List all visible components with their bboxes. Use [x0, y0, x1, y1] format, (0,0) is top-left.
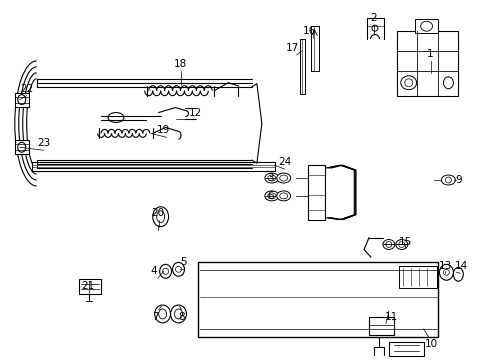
Text: 11: 11 — [385, 312, 398, 322]
Bar — [368, 317, 393, 335]
Ellipse shape — [18, 142, 26, 152]
Text: 22: 22 — [20, 84, 33, 94]
Ellipse shape — [160, 264, 171, 278]
Bar — [15, 93, 29, 107]
Bar — [307, 165, 325, 220]
Text: 5: 5 — [180, 257, 186, 267]
Text: 4: 4 — [150, 266, 157, 276]
Ellipse shape — [154, 305, 170, 323]
Text: 10: 10 — [424, 339, 437, 349]
Ellipse shape — [264, 173, 278, 183]
Ellipse shape — [267, 175, 275, 181]
Text: 6: 6 — [267, 191, 274, 201]
Text: 20: 20 — [151, 208, 164, 218]
Text: 8: 8 — [178, 312, 184, 322]
Bar — [79, 279, 101, 294]
Text: 1: 1 — [427, 49, 433, 59]
Text: 21: 21 — [81, 281, 95, 291]
Ellipse shape — [156, 211, 164, 223]
Text: 23: 23 — [37, 138, 50, 148]
Bar — [398, 266, 436, 288]
Bar — [414, 19, 438, 33]
Ellipse shape — [439, 264, 452, 280]
Bar — [198, 262, 438, 337]
Bar — [396, 31, 457, 96]
Ellipse shape — [158, 309, 166, 319]
Ellipse shape — [382, 239, 394, 249]
Text: 2: 2 — [370, 13, 377, 23]
Ellipse shape — [264, 191, 278, 201]
Text: 16: 16 — [302, 26, 315, 36]
Ellipse shape — [172, 262, 184, 276]
Bar — [32, 162, 274, 171]
Ellipse shape — [420, 21, 432, 31]
Text: 15: 15 — [398, 237, 411, 247]
Ellipse shape — [267, 193, 275, 199]
Ellipse shape — [398, 242, 404, 247]
Text: 17: 17 — [285, 43, 299, 53]
Bar — [311, 26, 319, 71]
Ellipse shape — [395, 239, 407, 249]
Ellipse shape — [163, 268, 168, 274]
Ellipse shape — [276, 173, 290, 183]
Text: 7: 7 — [152, 312, 159, 322]
Text: 18: 18 — [174, 59, 187, 69]
Ellipse shape — [175, 266, 181, 272]
Text: 14: 14 — [454, 261, 467, 271]
Ellipse shape — [371, 25, 377, 31]
Bar — [388, 342, 423, 356]
Ellipse shape — [152, 207, 168, 227]
Ellipse shape — [108, 113, 123, 122]
Ellipse shape — [279, 193, 287, 199]
Ellipse shape — [452, 267, 462, 281]
Bar — [299, 39, 304, 94]
Ellipse shape — [18, 95, 26, 105]
Ellipse shape — [404, 79, 412, 87]
Ellipse shape — [276, 191, 290, 201]
Ellipse shape — [279, 175, 287, 181]
Text: 24: 24 — [278, 157, 291, 167]
Text: 12: 12 — [188, 108, 202, 117]
Bar — [15, 140, 29, 154]
Ellipse shape — [385, 242, 391, 247]
Ellipse shape — [443, 77, 452, 89]
Ellipse shape — [443, 269, 448, 275]
Ellipse shape — [400, 76, 416, 90]
Text: 13: 13 — [438, 261, 451, 271]
Ellipse shape — [445, 177, 450, 183]
Ellipse shape — [441, 175, 454, 185]
Text: 19: 19 — [157, 125, 170, 135]
Ellipse shape — [170, 305, 186, 323]
Text: 9: 9 — [454, 175, 461, 185]
Text: 3: 3 — [267, 173, 274, 183]
Ellipse shape — [174, 309, 182, 319]
